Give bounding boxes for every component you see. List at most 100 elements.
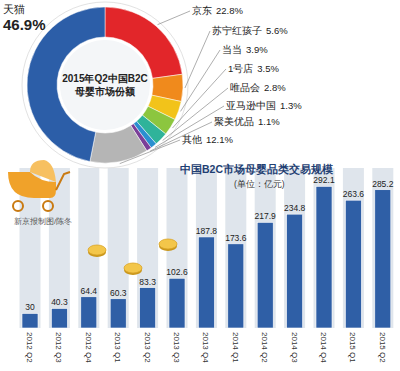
coin xyxy=(159,239,177,249)
slice-name: 天猫 xyxy=(3,3,25,15)
bar xyxy=(228,244,244,328)
leader-line xyxy=(150,122,212,151)
bars xyxy=(22,186,391,328)
donut-labels: 京东 22.8% 苏宁红孩子 5.6% 当当 3.9% 1号店 3.5% 唯品会 2.8% 亚马逊中… xyxy=(3,3,302,164)
stroller-handle xyxy=(56,172,70,190)
bar-value-label: 64.4 xyxy=(81,286,98,296)
bar-value-label: 285.2 xyxy=(372,179,394,189)
bar xyxy=(257,222,273,328)
slice-value: 5.6% xyxy=(266,25,288,36)
credit: 新京报制图/陈冬 xyxy=(14,217,72,226)
category-label: 2014 Q3 xyxy=(290,332,299,363)
slice-value: 1.1% xyxy=(258,116,280,127)
category-label: 2015 Q2 xyxy=(378,332,387,363)
leader-line xyxy=(158,11,190,25)
slice-value: 12.1% xyxy=(206,134,233,145)
bar-subtitle: (单位：亿元) xyxy=(234,179,285,189)
category-label: 2012 Q2 xyxy=(25,332,34,363)
column-background xyxy=(137,168,158,328)
bar xyxy=(375,190,391,328)
slice-label: 聚美优品 1.1% xyxy=(214,116,280,127)
slice-value: 46.9% xyxy=(3,16,46,33)
bar xyxy=(198,237,214,328)
slice-label: 苏宁红孩子 5.6% xyxy=(212,25,288,36)
bar-value-label: 234.8 xyxy=(284,203,306,213)
slice-name: 京东 xyxy=(192,5,212,16)
bar xyxy=(140,288,156,328)
coins xyxy=(88,239,177,275)
column-background xyxy=(255,168,276,328)
column-backgrounds xyxy=(20,168,394,328)
bar xyxy=(345,200,361,328)
column-background xyxy=(284,168,305,328)
slice-label: 其他12.1% xyxy=(182,134,233,145)
bar-value-labels: 30 40.3 64.4 60.3 83.3 102.6 187.8 173.6 217.9 23… xyxy=(25,175,393,312)
bar-value-label: 60.3 xyxy=(110,288,127,298)
bar xyxy=(51,308,67,328)
slice-name: 聚美优品 xyxy=(214,116,254,127)
page: 30 40.3 64.4 60.3 83.3 102.6 187.8 173.6 217.9 23… xyxy=(0,0,400,371)
coin xyxy=(88,245,106,255)
category-labels: 2012 Q2 2012 Q3 2012 Q4 2013 Q1 2013 Q2 2013 … xyxy=(25,332,387,363)
bar xyxy=(110,299,126,328)
slice-value: 3.9% xyxy=(246,44,268,55)
leader-line xyxy=(120,140,180,164)
category-label: 2013 Q4 xyxy=(201,332,210,363)
bar-value-label: 217.9 xyxy=(255,211,277,221)
slice-value: 2.8% xyxy=(264,82,286,93)
chart-canvas: 30 40.3 64.4 60.3 83.3 102.6 187.8 173.6 217.9 23… xyxy=(0,0,400,371)
slice-name: 亚马逊中国 xyxy=(226,100,276,111)
bar-value-label: 292.1 xyxy=(313,175,335,185)
stroller-wheel xyxy=(43,201,53,211)
slice-label: 唯品会 2.8% xyxy=(230,82,286,93)
leader-line xyxy=(185,31,210,88)
bar-value-label: 83.3 xyxy=(139,277,156,287)
category-label: 2012 Q3 xyxy=(54,332,63,363)
donut-slices xyxy=(27,7,183,163)
donut-hole xyxy=(60,40,150,130)
category-label: 2012 Q4 xyxy=(84,332,93,363)
bar-title: 中国B2C市场母婴品类交易规模 xyxy=(180,163,333,175)
bar-value-label: 30 xyxy=(25,302,35,312)
category-label: 2013 Q1 xyxy=(113,332,122,363)
category-label: 2014 Q4 xyxy=(319,332,328,363)
slice-name: 苏宁红孩子 xyxy=(212,25,262,36)
category-label: 2014 Q1 xyxy=(231,332,240,363)
column-background xyxy=(108,168,129,328)
column-background xyxy=(343,168,364,328)
slice-value: 22.8% xyxy=(216,5,243,16)
slice-name: 唯品会 xyxy=(230,82,260,93)
bar-value-label: 187.8 xyxy=(196,226,218,236)
slice-value: 1.3% xyxy=(280,100,302,111)
bar xyxy=(287,214,303,328)
leader-line xyxy=(163,88,228,140)
bar xyxy=(169,278,185,328)
bar xyxy=(81,297,97,328)
column-background xyxy=(372,168,393,328)
slice-label: 京东 22.8% xyxy=(192,5,243,16)
column-background xyxy=(196,168,217,328)
bar-value-label: 102.6 xyxy=(166,267,188,277)
slice-value: 3.5% xyxy=(257,63,279,74)
column-background xyxy=(314,168,335,328)
slice-label: 当当 3.9% xyxy=(222,44,268,55)
column-background xyxy=(225,168,246,328)
stroller-hood xyxy=(30,160,56,182)
pie-title: 2015年Q2中国B2C母婴市场份额 xyxy=(58,55,152,115)
bar xyxy=(22,313,38,328)
slice-name: 当当 xyxy=(222,44,242,55)
bar xyxy=(316,186,332,328)
slice-label: 亚马逊中国 1.3% xyxy=(226,100,302,111)
category-label: 2013 Q2 xyxy=(143,332,152,363)
slice-label: 1号店 3.5% xyxy=(228,63,280,74)
leader-line xyxy=(181,50,220,111)
category-label: 2013 Q3 xyxy=(172,332,181,363)
slice-name: 1号店 xyxy=(228,63,253,74)
coin xyxy=(124,263,142,273)
category-label: 2015 Q1 xyxy=(348,332,357,363)
stroller-wheel xyxy=(13,201,23,211)
stroller-icon xyxy=(8,160,70,211)
bar-value-label: 40.3 xyxy=(51,297,68,307)
bar-value-label: 173.6 xyxy=(225,233,247,243)
donut-slice xyxy=(90,126,147,163)
